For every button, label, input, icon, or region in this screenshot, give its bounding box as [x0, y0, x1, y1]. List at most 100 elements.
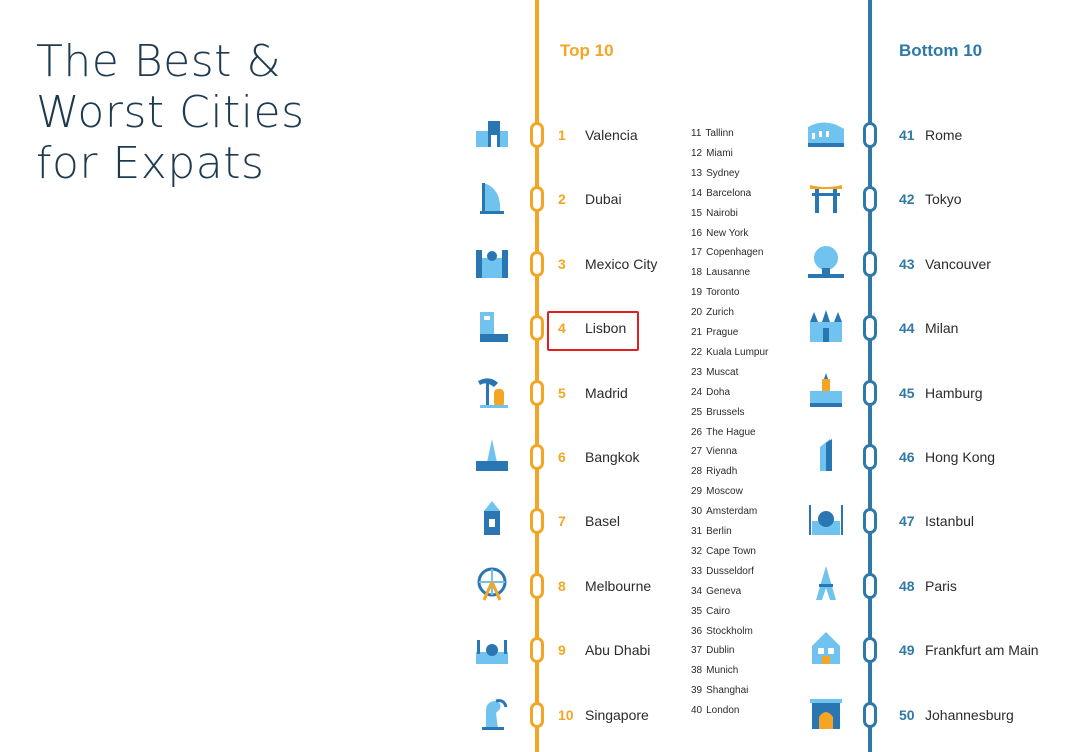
- rank-number: 11: [691, 128, 702, 139]
- bottom-city-entry[interactable]: 48 Paris: [899, 576, 957, 596]
- bottom-city-entry[interactable]: 50 Johannesburg: [899, 705, 1014, 725]
- top-timeline-node: [530, 315, 544, 342]
- cathedral-icon: [472, 244, 512, 280]
- burj-al-arab-icon: [472, 179, 512, 215]
- rank-number: 6: [558, 449, 566, 465]
- city-name: Bangkok: [585, 449, 640, 465]
- skyscraper-icon: [806, 437, 846, 473]
- middle-rank-item: 24 Doha: [691, 387, 730, 398]
- city-name: Amsterdam: [706, 506, 758, 518]
- rank-number: 41: [899, 127, 915, 143]
- city-name: Cairo: [706, 605, 731, 617]
- timber-house-icon: [806, 630, 846, 666]
- middle-rank-item: 12 Miami: [691, 148, 733, 159]
- rank-number: 16: [691, 227, 703, 239]
- middle-rank-item: 28 Riyadh: [691, 466, 737, 477]
- mosque-icon: [472, 630, 512, 666]
- city-name: Shanghai: [706, 685, 749, 697]
- rank-number: 30: [691, 506, 703, 518]
- bottom-city-entry[interactable]: 49 Frankfurt am Main: [899, 640, 1039, 660]
- bottom-city-entry[interactable]: 42 Tokyo: [899, 189, 962, 209]
- city-name: Prague: [706, 327, 739, 338]
- top-timeline-node: [530, 444, 544, 470]
- city-name: Vancouver: [925, 255, 991, 272]
- tower-icon: [472, 501, 512, 537]
- top-ten-heading: Top 10: [560, 41, 614, 60]
- bottom-timeline-node: [863, 315, 877, 342]
- belem-tower-icon: [472, 308, 512, 344]
- top-city-entry[interactable]: 5 Madrid: [558, 383, 628, 403]
- city-name: Hong Kong: [925, 449, 996, 465]
- middle-rank-item: 40 London: [691, 705, 740, 716]
- rank-number: 5: [558, 384, 566, 401]
- bottom-city-entry[interactable]: 44 Milan: [899, 318, 958, 338]
- bottom-city-entry[interactable]: 41 Rome: [899, 125, 962, 145]
- bottom-timeline-node: [863, 637, 877, 664]
- city-name: New York: [706, 227, 749, 239]
- middle-rank-item: 30 Amsterdam: [691, 506, 757, 517]
- top-timeline-node: [530, 250, 544, 277]
- city-name: Singapore: [585, 706, 649, 723]
- middle-rank-item: 33 Dusseldorf: [691, 566, 754, 577]
- city-name: Munich: [706, 665, 739, 677]
- city-name: Dublin: [706, 645, 735, 657]
- top-city-entry[interactable]: 8 Melbourne: [558, 576, 651, 596]
- top-city-entry[interactable]: 7 Basel: [558, 511, 620, 531]
- top-timeline-node: [530, 122, 544, 148]
- merlion-icon: [472, 695, 512, 731]
- rank-number: 19: [691, 287, 703, 299]
- rank-number: 15: [691, 207, 703, 219]
- top-ten-track: [535, 0, 539, 752]
- top-city-entry[interactable]: 2 Dubai: [558, 189, 622, 209]
- temple-icon: [472, 437, 512, 473]
- city-name: Tokyo: [925, 191, 962, 208]
- top-city-entry[interactable]: 9 Abu Dhabi: [558, 640, 650, 660]
- city-name: Zurich: [706, 307, 734, 319]
- rank-number: 25: [691, 406, 703, 418]
- rank-number: 13: [691, 167, 703, 179]
- top-city-entry[interactable]: 3 Mexico City: [558, 254, 657, 274]
- city-name: Dusseldorf: [706, 565, 754, 577]
- rank-number: 48: [899, 577, 915, 594]
- rank-number: 43: [899, 255, 915, 272]
- rank-number: 35: [691, 605, 703, 617]
- bottom-ten-heading: Bottom 10: [899, 41, 983, 60]
- city-name: Melbourne: [585, 577, 652, 594]
- top-city-entry[interactable]: 1 Valencia: [558, 125, 638, 145]
- bottom-timeline-node: [863, 250, 877, 277]
- city-name: Vienna: [706, 446, 738, 458]
- bottom-city-entry[interactable]: 43 Vancouver: [899, 254, 991, 274]
- bottom-timeline-node: [863, 508, 877, 535]
- rank-number: 45: [899, 384, 915, 401]
- city-name: Paris: [925, 577, 957, 594]
- middle-rank-item: 25 Brussels: [691, 407, 744, 418]
- middle-rank-item: 13 Sydney: [691, 168, 739, 179]
- bottom-city-entry[interactable]: 46 Hong Kong: [899, 447, 995, 467]
- top-city-entry[interactable]: 4 Lisbon: [558, 318, 626, 338]
- top-city-entry[interactable]: 6 Bangkok: [558, 447, 639, 467]
- rank-number: 22: [691, 346, 703, 358]
- valencia-landmark-icon: [472, 115, 512, 151]
- city-name: The Hague: [706, 426, 756, 438]
- rank-number: 10: [558, 706, 574, 723]
- rank-number: 12: [691, 147, 703, 159]
- city-name: Copenhagen: [706, 247, 764, 259]
- torii-gate-icon: [806, 179, 846, 215]
- bottom-city-entry[interactable]: 47 Istanbul: [899, 511, 974, 531]
- city-name: Tallinn: [705, 128, 734, 139]
- rank-number: 34: [691, 585, 703, 597]
- city-name: Johannesburg: [925, 706, 1014, 723]
- rank-number: 9: [558, 642, 566, 659]
- city-name: Frankfurt am Main: [925, 642, 1039, 659]
- middle-rank-item: 19 Toronto: [691, 287, 739, 298]
- city-name: Istanbul: [925, 513, 975, 530]
- top-city-entry[interactable]: 10 Singapore: [558, 705, 649, 725]
- bear-statue-icon: [472, 373, 512, 409]
- top-timeline-node: [530, 572, 544, 599]
- rank-number: 4: [558, 320, 566, 337]
- bottom-city-entry[interactable]: 45 Hamburg: [899, 383, 983, 403]
- arch-building-icon: [806, 695, 846, 731]
- rank-number: 29: [691, 486, 703, 498]
- middle-rank-item: 32 Cape Town: [691, 546, 756, 557]
- rank-number: 40: [691, 705, 703, 717]
